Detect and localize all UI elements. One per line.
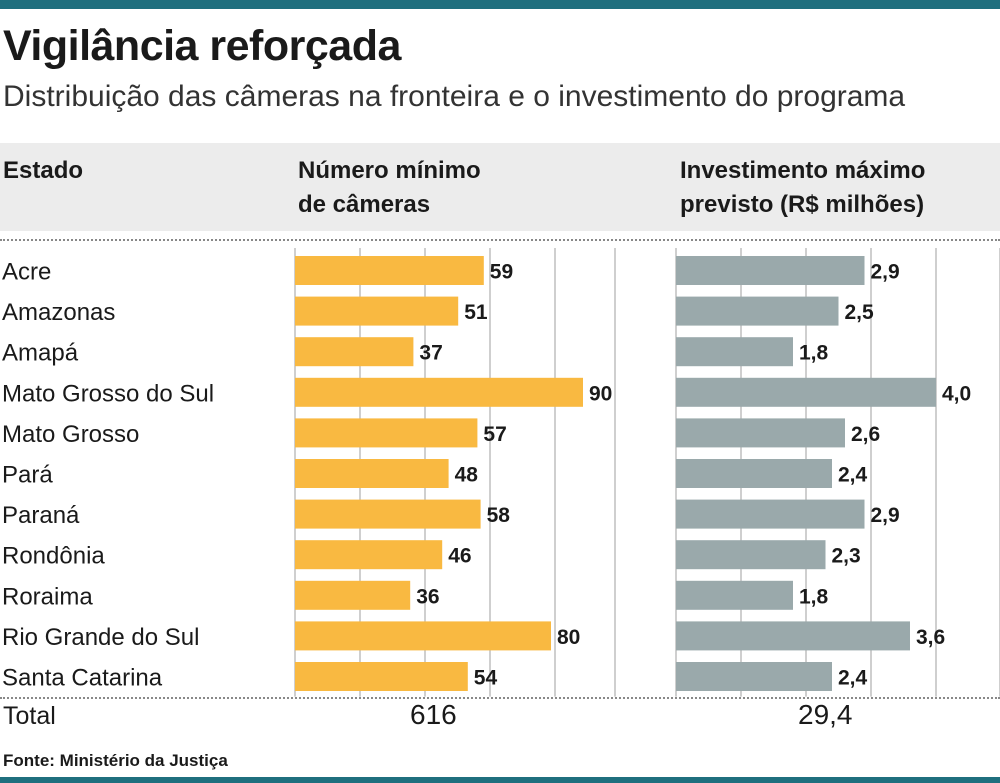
investment-bar	[676, 337, 793, 367]
investment-value-label: 1,8	[799, 585, 829, 608]
cameras-bar	[295, 540, 443, 570]
column-header-investment: Investimento máximo previsto (R$ milhões…	[680, 157, 926, 218]
cameras-bar	[295, 377, 583, 407]
header-divider	[0, 239, 1000, 241]
total-cameras: 616	[410, 699, 457, 730]
total-divider	[0, 697, 1000, 699]
chart-subtitle: Distribuição das câmeras na fronteira e …	[3, 80, 906, 113]
investment-value-label: 2,3	[832, 545, 861, 568]
cameras-bar	[295, 337, 414, 367]
cameras-bar	[295, 256, 484, 285]
investment-value-label: 2,6	[851, 423, 880, 446]
investment-value-label: 2,5	[845, 301, 875, 324]
cameras-value-label: 36	[416, 585, 439, 608]
cameras-bar	[295, 621, 551, 651]
cameras-value-label: 80	[557, 626, 580, 649]
cameras-value-label: 48	[455, 464, 479, 487]
investment-value-label: 2,4	[838, 667, 868, 690]
top-accent-bar	[0, 0, 1000, 9]
state-label: Rio Grande do Sul	[2, 624, 199, 651]
cameras-bar	[295, 459, 449, 488]
state-label: Roraima	[2, 583, 93, 610]
cameras-value-label: 37	[419, 342, 442, 365]
investment-bar	[676, 662, 832, 691]
cameras-bar	[295, 662, 468, 691]
investment-bar	[676, 580, 793, 610]
total-investment: 29,4	[798, 699, 853, 730]
investment-value-label: 2,9	[871, 261, 900, 284]
state-label: Mato Grosso	[2, 421, 139, 448]
column-header-state: Estado	[3, 157, 84, 184]
investment-bar	[676, 499, 865, 529]
cameras-bar	[295, 296, 459, 326]
cameras-value-label: 46	[448, 545, 471, 568]
state-label: Amazonas	[2, 299, 115, 326]
cameras-value-label: 59	[490, 261, 513, 284]
state-label: Acre	[2, 259, 51, 286]
investment-bar	[676, 459, 832, 488]
cameras-value-label: 58	[487, 504, 511, 527]
investment-value-label: 2,4	[838, 464, 868, 487]
total-label: Total	[3, 702, 56, 730]
state-label: Paraná	[2, 502, 80, 529]
cameras-value-label: 90	[589, 382, 612, 405]
cameras-bar	[295, 418, 478, 448]
investment-bar	[676, 540, 826, 570]
investment-bar	[676, 621, 910, 651]
column-header-band	[0, 143, 1000, 231]
column-header-cameras: Número mínimo de câmeras	[298, 157, 481, 218]
state-label: Pará	[2, 462, 53, 489]
investment-bar	[676, 418, 845, 448]
investment-value-label: 3,6	[916, 626, 945, 649]
cameras-value-label: 57	[483, 423, 506, 446]
source-note: Fonte: Ministério da Justiça	[3, 751, 228, 770]
investment-value-label: 4,0	[942, 382, 971, 405]
investment-bar	[676, 296, 839, 326]
cameras-value-label: 51	[464, 301, 488, 324]
chart-title: Vigilância reforçada	[3, 22, 401, 70]
state-label: Rondônia	[2, 543, 105, 570]
investment-value-label: 2,9	[871, 504, 900, 527]
state-label: Mato Grosso do Sul	[2, 380, 214, 407]
cameras-bar	[295, 499, 481, 529]
investment-value-label: 1,8	[799, 342, 829, 365]
state-label: Amapá	[2, 340, 79, 367]
cameras-bar	[295, 580, 411, 610]
investment-bar	[676, 377, 936, 407]
bottom-accent-bar	[0, 777, 1000, 783]
investment-bar	[676, 256, 865, 285]
state-label: Santa Catarina	[2, 665, 163, 692]
cameras-value-label: 54	[474, 667, 498, 690]
